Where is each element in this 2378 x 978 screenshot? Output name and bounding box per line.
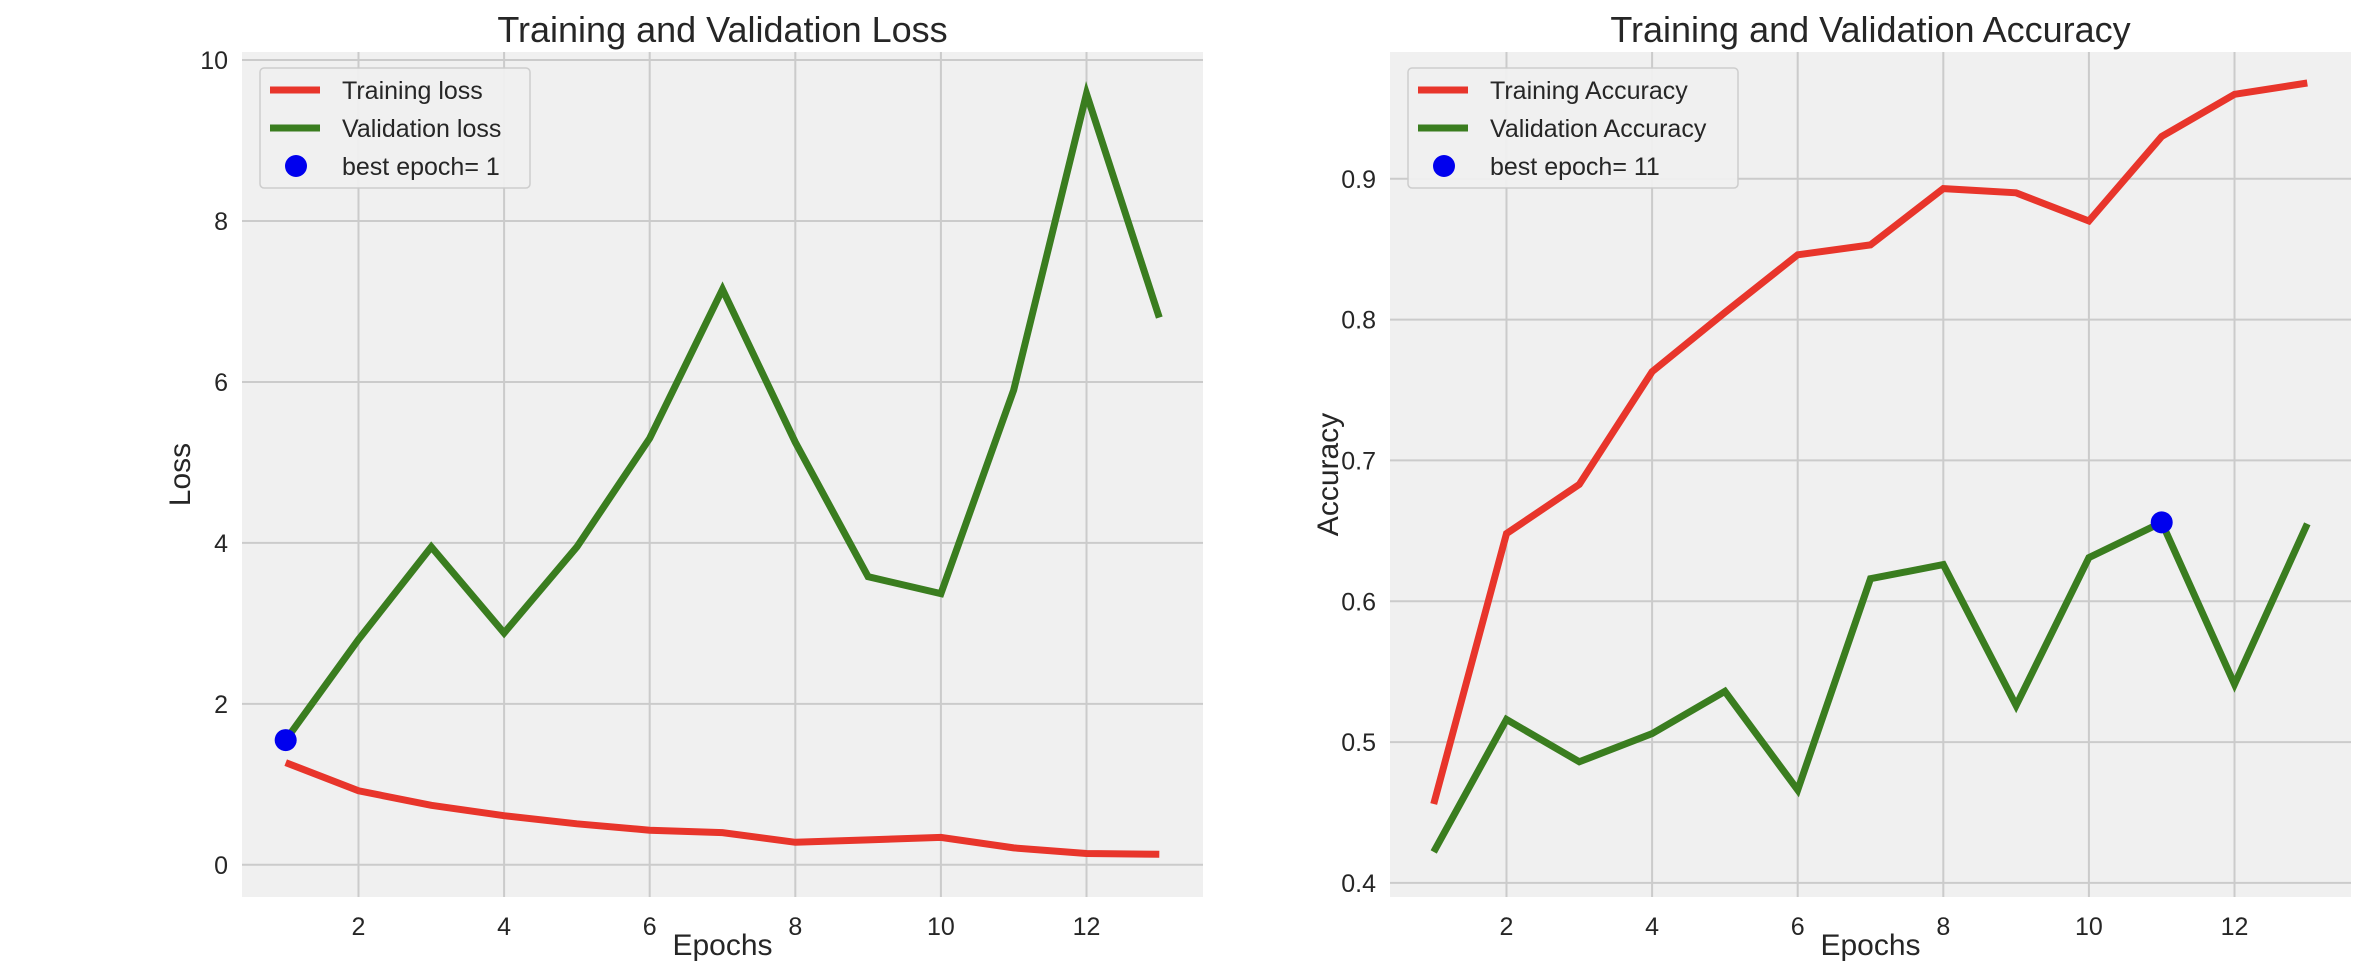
accuracy-x-tick-label: 2 [1500, 913, 1514, 941]
loss-y-tick-label: 8 [214, 208, 228, 236]
loss-x-tick-label: 6 [643, 913, 657, 941]
loss-plot-area [242, 52, 1203, 897]
accuracy-x-tick-label: 12 [2221, 913, 2249, 941]
training-loss-legend-label: Training loss [342, 77, 483, 105]
accuracy-x-axis-label: Epochs [1820, 929, 1920, 962]
loss-x-tick-label: 12 [1073, 913, 1101, 941]
loss-chart: 2 4 6 8 10 12 0 2 4 6 8 10 Training and Validation L… [164, 9, 1203, 962]
loss-y-axis-label: Loss [164, 443, 197, 506]
accuracy-y-tick-label: 0.5 [1341, 729, 1376, 757]
accuracy-x-tick-label: 6 [1791, 913, 1805, 941]
loss-y-tick-label: 2 [214, 691, 228, 719]
accuracy-chart-title: Training and Validation Accuracy [1610, 9, 2130, 50]
best-epoch-loss-legend-swatch [285, 155, 307, 177]
loss-x-tick-label: 10 [927, 913, 955, 941]
best-epoch-loss-marker [274, 729, 297, 752]
loss-y-tick-label: 10 [200, 47, 228, 75]
accuracy-plot-area [1390, 52, 2351, 897]
loss-legend [259, 67, 531, 189]
accuracy-y-tick-label: 0.7 [1341, 447, 1376, 475]
accuracy-y-tick-label: 0.8 [1341, 307, 1376, 335]
accuracy-y-tick-label: 0.6 [1341, 588, 1376, 616]
accuracy-y-tick-label: 0.4 [1341, 870, 1376, 898]
accuracy-chart: 2 4 6 8 10 12 0.4 0.5 0.6 0.7 0.8 0.9 Training and V… [1312, 9, 2351, 962]
validation-loss-legend-label: Validation loss [342, 115, 501, 143]
training-loss-line [284, 759, 1160, 858]
loss-y-tick-label: 4 [214, 530, 228, 558]
best-epoch-loss-legend-label: best epoch= 1 [342, 153, 500, 181]
validation-accuracy-legend-label: Validation Accuracy [1490, 115, 1707, 143]
loss-x-axis-label: Epochs [672, 929, 772, 962]
validation-loss-line [282, 81, 1163, 743]
loss-x-tick-label: 4 [497, 913, 511, 941]
loss-x-tick-label: 8 [788, 913, 802, 941]
accuracy-y-axis-label: Accuracy [1312, 413, 1345, 536]
training-accuracy-legend-label: Training Accuracy [1490, 77, 1688, 105]
accuracy-y-tick-label: 0.9 [1341, 166, 1376, 194]
best-epoch-accuracy-marker [2150, 511, 2173, 534]
accuracy-x-tick-label: 10 [2075, 913, 2103, 941]
accuracy-x-tick-label: 8 [1936, 913, 1950, 941]
loss-x-tick-label: 2 [352, 913, 366, 941]
accuracy-x-tick-label: 4 [1645, 913, 1659, 941]
loss-y-tick-label: 0 [214, 852, 228, 880]
accuracy-legend [1407, 67, 1739, 189]
best-epoch-accuracy-legend-swatch [1433, 155, 1455, 177]
training-accuracy-line [1430, 79, 2308, 805]
best-epoch-accuracy-legend-label: best epoch= 11 [1490, 153, 1660, 181]
loss-y-tick-label: 6 [214, 369, 228, 397]
loss-chart-title: Training and Validation Loss [497, 9, 947, 50]
